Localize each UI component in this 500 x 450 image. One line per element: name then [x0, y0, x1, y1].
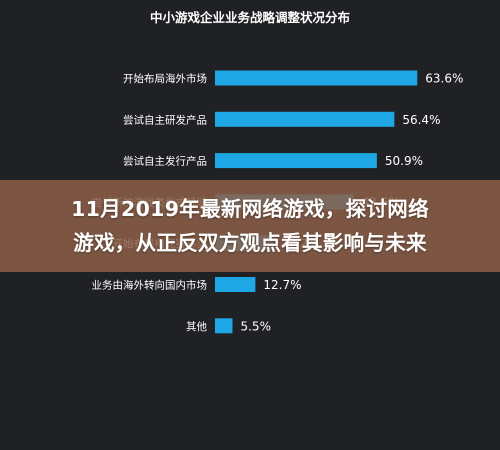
- headline-line-1: 11月2019年最新网络游戏，探讨网络: [71, 197, 429, 221]
- value-label: 5.5%: [240, 319, 270, 333]
- value-label: 56.4%: [402, 113, 440, 127]
- value-label: 63.6%: [425, 72, 463, 86]
- value-label: 50.9%: [385, 154, 423, 168]
- category-label: 尝试自主发行产品: [123, 155, 207, 168]
- category-label: 尝试自主研发产品: [123, 113, 207, 126]
- category-label: 业务由海外转向国内市场: [92, 279, 208, 292]
- value-label: 12.7%: [263, 278, 301, 292]
- headline-line-2: 游戏，从正反双方观点看其影响与未来: [73, 231, 427, 255]
- bar: [215, 277, 256, 292]
- chart-title: 中小游戏企业业务战略调整状况分布: [150, 10, 351, 25]
- bar: [215, 318, 233, 334]
- headline-banner: 11月2019年最新网络游戏，探讨网络 游戏，从正反双方观点看其影响与未来: [0, 180, 500, 272]
- bar: [215, 70, 418, 86]
- bar: [215, 153, 377, 169]
- bar: [215, 111, 395, 127]
- category-label: 开始布局海外市场: [123, 72, 207, 85]
- category-label: 其他: [186, 320, 207, 333]
